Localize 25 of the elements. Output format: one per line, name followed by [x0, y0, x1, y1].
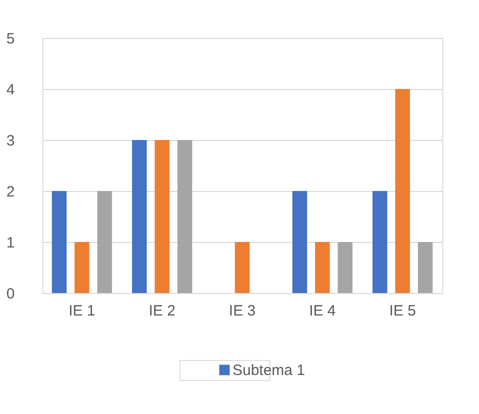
x-tick-label: IE 5: [389, 302, 416, 320]
y-tick-label: 1: [6, 234, 15, 252]
x-tick-label: IE 3: [228, 302, 256, 320]
bar: [132, 140, 147, 293]
bar: [74, 242, 90, 293]
legend-label: Subtema 1: [232, 362, 306, 379]
y-tick-label: 0: [6, 286, 15, 302]
bar: [52, 191, 67, 293]
bar: [292, 191, 308, 293]
y-tick-label: 2: [6, 184, 15, 200]
x-tick-label: IE 4: [309, 302, 336, 320]
bar: [372, 191, 388, 293]
y-tick-label: 3: [6, 132, 15, 150]
bar: [418, 242, 433, 293]
bar: [234, 242, 250, 293]
bar: [177, 140, 192, 293]
x-tick-label: IE 1: [68, 302, 96, 320]
bar: [154, 140, 170, 293]
x-tick-label: IE 2: [148, 302, 176, 320]
y-tick-label: 5: [6, 30, 15, 48]
bar: [315, 242, 330, 293]
bar: [97, 191, 112, 293]
bar: [338, 242, 352, 293]
y-tick-label: 4: [6, 82, 15, 98]
bar: [395, 89, 410, 293]
